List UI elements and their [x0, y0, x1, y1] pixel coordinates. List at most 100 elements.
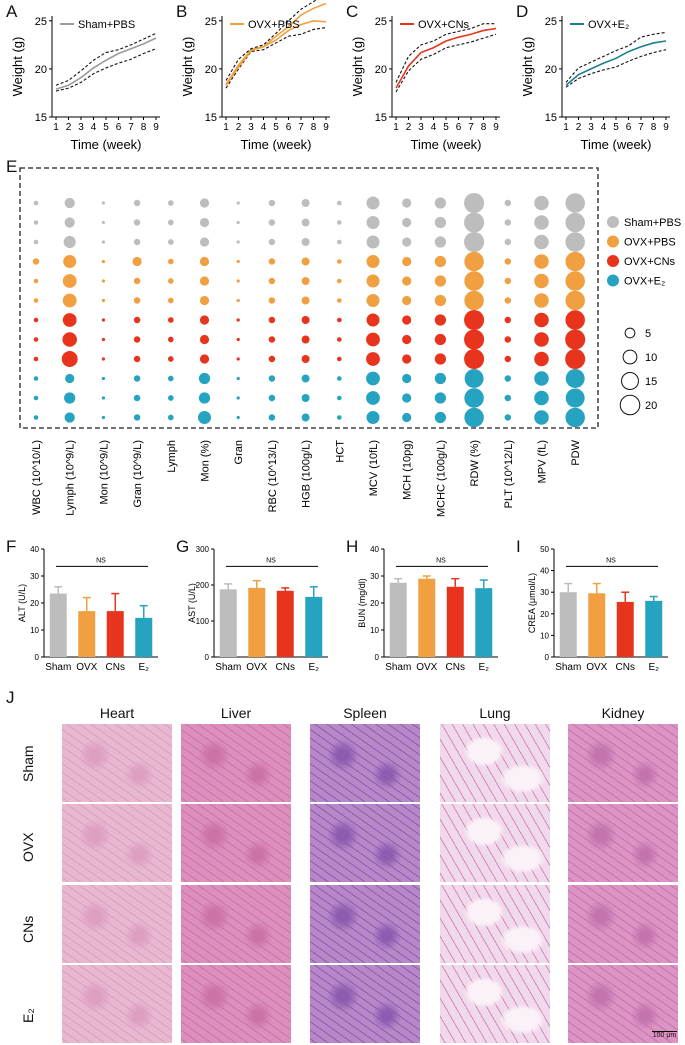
bubble [337, 376, 342, 381]
histology-row-title: Sham [20, 745, 36, 782]
bubble [62, 274, 77, 288]
bubble [198, 372, 211, 385]
x-tick-label: 4 [601, 122, 607, 133]
bubble [199, 276, 210, 286]
histology-column-title: Lung [479, 705, 511, 721]
histology-tile-lung [440, 885, 550, 963]
y-axis-title: ALT (U/L) [17, 584, 27, 622]
bubble [565, 348, 586, 370]
y-tick-label: 20 [540, 610, 549, 619]
bar [106, 611, 124, 657]
bubble [504, 336, 512, 343]
y-tick-label: 25 [205, 16, 217, 28]
y-tick-label: 30 [370, 572, 379, 581]
bubble [101, 259, 106, 264]
bubble [504, 219, 512, 226]
category-label: OVX [586, 662, 607, 673]
bubble [101, 279, 106, 283]
bubble [133, 297, 141, 304]
bubble [133, 238, 141, 246]
histology-tile-heart [62, 885, 172, 963]
y-tick-label: 20 [30, 599, 39, 608]
bubble [301, 238, 310, 246]
panel-letter-c: C [346, 2, 359, 21]
series-line-lower [55, 48, 157, 92]
bubble [268, 258, 276, 265]
histology-tile-heart [62, 965, 172, 1043]
bubble [366, 215, 380, 230]
x-tick-label: 6 [116, 122, 122, 133]
bubble [236, 259, 240, 264]
weight-chart-b: 15 20 25 1 2 3 4 5 6 7 8 9 Time (week) Weight (g) OVX+… [180, 0, 330, 152]
y-tick-label: 15 [35, 112, 47, 124]
bubble [63, 254, 77, 269]
bubble [301, 316, 310, 324]
bubble [402, 295, 412, 306]
bubble [33, 337, 39, 342]
legend-label: Sham+PBS [78, 19, 135, 31]
x-tick-label: 7 [468, 122, 474, 133]
y-axis-title: CREA (μmol/L) [527, 573, 537, 633]
bubble [167, 297, 174, 304]
bubble [133, 336, 141, 343]
series-line-upper [55, 32, 157, 86]
group-legend-dot [607, 235, 619, 248]
bubble [101, 220, 106, 225]
bubble [366, 235, 380, 249]
y-tick-label: 50 [540, 545, 549, 554]
bubble-category-label: MPV (fL) [537, 440, 549, 483]
bubble [167, 278, 174, 284]
bubble [337, 298, 342, 303]
x-tick-label: 9 [663, 122, 669, 133]
bubble [65, 373, 75, 384]
x-tick-label: 9 [153, 122, 159, 133]
x-tick-label: 2 [236, 122, 242, 133]
bubble [101, 415, 106, 420]
bar [588, 593, 606, 657]
bar-chart-f: 0 10 20 30 40 ALT (U/L) Sham OVX CNs E₂ NS [17, 545, 158, 673]
bubble [565, 271, 585, 291]
histology-tile-liver [181, 724, 291, 802]
bubble [33, 415, 39, 420]
x-tick-label: 8 [481, 122, 487, 133]
histology-row-title: CNs [20, 915, 36, 943]
bubble [366, 313, 380, 327]
bubble [236, 337, 240, 342]
histology-tile-kidney [568, 804, 678, 882]
bar [559, 592, 577, 657]
bubble [337, 200, 342, 206]
bubble [337, 259, 342, 264]
legend-label: OVX+PBS [248, 19, 300, 31]
y-tick-label: 20 [370, 599, 379, 608]
bubble [402, 237, 412, 247]
series-line-upper [395, 23, 496, 83]
bubble [61, 351, 78, 367]
bubble [133, 355, 141, 363]
category-label: OVX [76, 662, 97, 673]
bubble [33, 200, 39, 206]
bubble [133, 219, 141, 226]
y-tick-label: 300 [196, 545, 210, 554]
panel-letter-a: A [6, 2, 18, 21]
bubble [402, 412, 412, 423]
bubble [434, 197, 447, 209]
bubble [464, 329, 485, 350]
series-line-mean [225, 2, 327, 85]
bubble [33, 356, 39, 362]
x-tick-label: 7 [298, 122, 304, 133]
bubble [434, 353, 447, 365]
bubble [133, 316, 141, 324]
bubble-category-label: RDW (%) [469, 440, 481, 486]
y-tick-label: 40 [540, 567, 549, 576]
y-axis-title: BUN (mg/dl) [357, 578, 367, 628]
panel-letter-j: J [6, 688, 15, 707]
y-tick-label: 0 [545, 653, 550, 662]
bubble [464, 271, 484, 291]
bubble [434, 236, 447, 248]
category-label: CNs [276, 662, 295, 673]
bubble [337, 415, 342, 420]
bubble [133, 199, 141, 207]
bubble [236, 298, 240, 303]
bubble [101, 318, 106, 322]
bubble [301, 199, 310, 207]
